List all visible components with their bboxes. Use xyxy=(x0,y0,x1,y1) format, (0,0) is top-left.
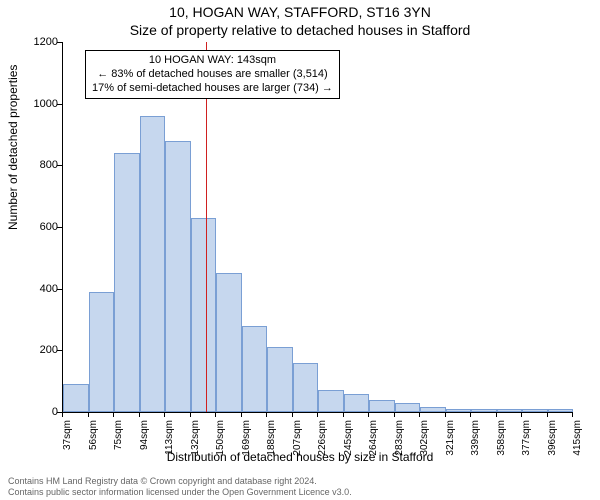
histogram-bar xyxy=(395,403,421,412)
x-tick-label: 283sqm xyxy=(394,420,405,470)
x-tick xyxy=(292,412,293,417)
x-tick-label: 264sqm xyxy=(368,420,379,470)
annotation-line2: ← 83% of detached houses are smaller (3,… xyxy=(92,68,333,82)
y-tick-label: 0 xyxy=(18,406,58,418)
x-tick xyxy=(88,412,89,417)
y-tick xyxy=(57,227,62,228)
x-tick xyxy=(164,412,165,417)
x-tick xyxy=(241,412,242,417)
x-tick-label: 396sqm xyxy=(547,420,558,470)
histogram-bar xyxy=(548,409,574,412)
x-tick xyxy=(394,412,395,417)
histogram-bar xyxy=(216,273,242,412)
histogram-bar xyxy=(420,407,446,412)
histogram-bar xyxy=(114,153,140,412)
y-tick xyxy=(57,42,62,43)
histogram-bar xyxy=(446,409,472,412)
x-tick xyxy=(343,412,344,417)
x-tick-label: 113sqm xyxy=(164,420,175,470)
x-tick xyxy=(572,412,573,417)
annotation-box: 10 HOGAN WAY: 143sqm ← 83% of detached h… xyxy=(85,50,340,99)
x-tick-label: 56sqm xyxy=(88,420,99,470)
x-tick xyxy=(445,412,446,417)
x-tick-label: 377sqm xyxy=(521,420,532,470)
x-tick-label: 188sqm xyxy=(266,420,277,470)
y-tick xyxy=(57,350,62,351)
x-tick xyxy=(215,412,216,417)
annotation-line1: 10 HOGAN WAY: 143sqm xyxy=(92,54,333,68)
y-tick xyxy=(57,165,62,166)
x-tick xyxy=(521,412,522,417)
plot-area: 10 HOGAN WAY: 143sqm ← 83% of detached h… xyxy=(62,42,573,413)
histogram-bar xyxy=(267,347,293,412)
x-tick-label: 150sqm xyxy=(215,420,226,470)
footer-line2: Contains public sector information licen… xyxy=(8,487,352,498)
chart-title-main: 10, HOGAN WAY, STAFFORD, ST16 3YN xyxy=(0,4,600,20)
x-tick xyxy=(139,412,140,417)
histogram-bar xyxy=(140,116,166,412)
footer-credits: Contains HM Land Registry data © Crown c… xyxy=(8,476,352,498)
x-tick-label: 207sqm xyxy=(292,420,303,470)
x-tick-label: 321sqm xyxy=(445,420,456,470)
footer-line1: Contains HM Land Registry data © Crown c… xyxy=(8,476,352,487)
y-tick-label: 400 xyxy=(18,283,58,295)
x-tick xyxy=(190,412,191,417)
histogram-bar xyxy=(63,384,89,412)
histogram-bar xyxy=(89,292,115,412)
y-tick-label: 1200 xyxy=(18,36,58,48)
y-tick-label: 600 xyxy=(18,221,58,233)
y-axis-label: Number of detached properties xyxy=(6,65,20,230)
histogram-bar xyxy=(293,363,319,412)
y-tick-label: 200 xyxy=(18,344,58,356)
histogram-bar xyxy=(497,409,523,412)
y-tick xyxy=(57,104,62,105)
x-tick xyxy=(368,412,369,417)
x-tick-label: 94sqm xyxy=(139,420,150,470)
annotation-line3: 17% of semi-detached houses are larger (… xyxy=(92,82,333,96)
x-tick-label: 415sqm xyxy=(572,420,583,470)
x-tick xyxy=(266,412,267,417)
x-tick xyxy=(496,412,497,417)
x-tick-label: 302sqm xyxy=(419,420,430,470)
histogram-bar xyxy=(369,400,395,412)
histogram-bar xyxy=(318,390,344,412)
x-tick-label: 245sqm xyxy=(343,420,354,470)
x-tick xyxy=(547,412,548,417)
x-tick-label: 339sqm xyxy=(470,420,481,470)
y-tick-label: 800 xyxy=(18,159,58,171)
x-tick-label: 226sqm xyxy=(317,420,328,470)
x-tick xyxy=(113,412,114,417)
x-tick xyxy=(317,412,318,417)
y-tick xyxy=(57,289,62,290)
x-tick-label: 169sqm xyxy=(241,420,252,470)
x-tick xyxy=(470,412,471,417)
histogram-bar xyxy=(191,218,217,412)
histogram-bar xyxy=(471,409,497,412)
x-tick xyxy=(419,412,420,417)
histogram-bar xyxy=(242,326,268,412)
histogram-bar xyxy=(522,409,548,412)
chart-container: 10, HOGAN WAY, STAFFORD, ST16 3YN Size o… xyxy=(0,0,600,500)
histogram-bar xyxy=(344,394,370,413)
chart-title-sub: Size of property relative to detached ho… xyxy=(0,22,600,38)
x-tick-label: 37sqm xyxy=(62,420,73,470)
x-tick-label: 358sqm xyxy=(496,420,507,470)
x-tick-label: 132sqm xyxy=(190,420,201,470)
x-tick xyxy=(62,412,63,417)
x-tick-label: 75sqm xyxy=(113,420,124,470)
y-tick-label: 1000 xyxy=(18,98,58,110)
histogram-bar xyxy=(165,141,191,412)
